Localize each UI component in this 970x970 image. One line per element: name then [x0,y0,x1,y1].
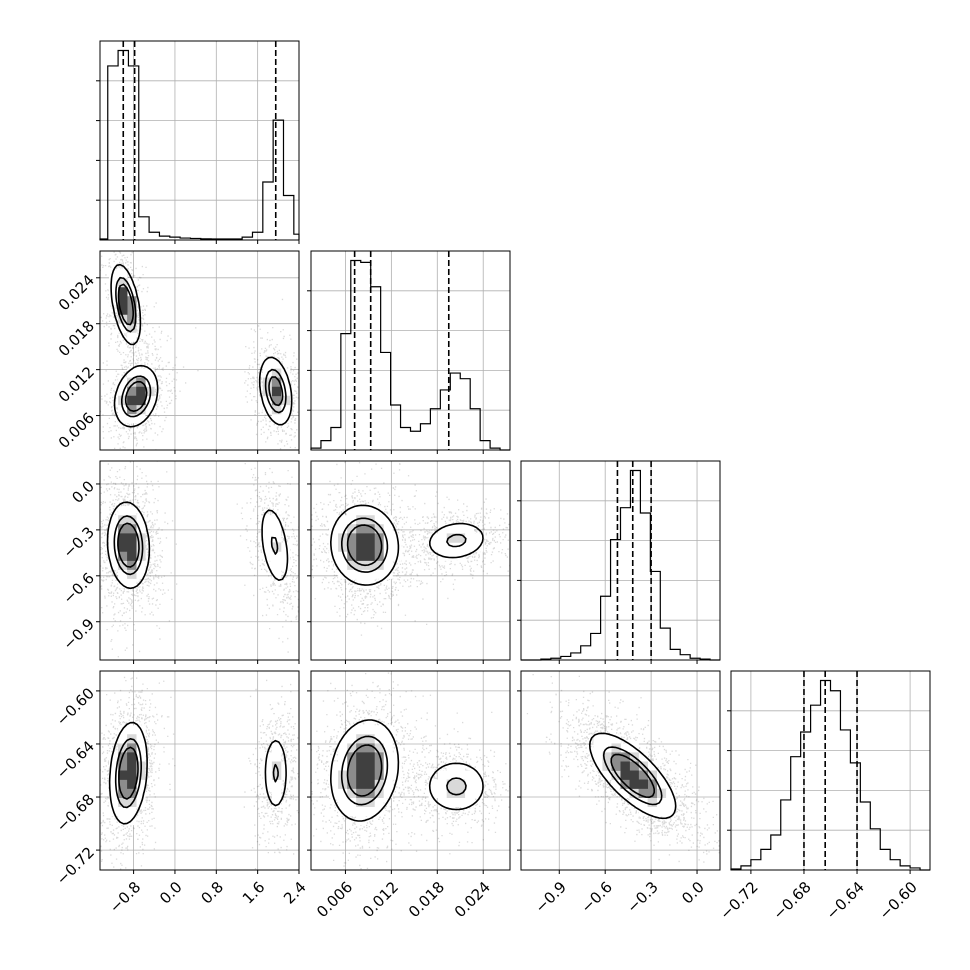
histogram-background [731,671,930,870]
axes-frame [520,460,721,661]
histogram-panel-3 [727,670,931,871]
contour-line [106,501,289,590]
panel-content [311,461,510,660]
panel-content [521,671,720,870]
axes-frame [99,460,300,661]
density-fill [356,533,375,561]
x-tick-label: 2.4 [280,878,310,908]
y-tick-label: −0.9 [60,615,98,653]
density-fill [118,524,137,570]
y-tick-label: −0.6 [60,569,98,607]
axes-frame [99,670,300,871]
panel-content [311,671,510,870]
x-tick-label: −0.6 [577,878,615,916]
histogram-step [99,49,300,240]
contour-line [113,515,279,576]
contour-line [330,504,484,586]
panel-content [100,251,299,450]
x-tick-label: −0.64 [823,878,868,923]
scatter-points [311,461,510,636]
x-tick-label: −0.60 [876,878,921,923]
contour-line [346,744,383,797]
y-tick-label: 0.012 [55,363,98,406]
contour-line [108,721,287,825]
contour-line [341,517,467,573]
x-tick-label: −0.3 [623,878,661,916]
density-fill [118,752,137,789]
x-tick-label: −0.9 [532,878,570,916]
contour-line [340,735,467,806]
scatter-panel-1-3 [307,670,511,874]
y-tick-label: −0.60 [53,684,98,729]
density-fill [109,269,291,424]
histogram-step [521,469,720,661]
x-tick-label: 0.8 [197,878,227,908]
histogram-panel-2 [517,460,721,661]
density-fill [593,734,676,817]
x-tick-label: 0.0 [678,878,708,908]
histogram-step [730,679,930,871]
contour-line [602,746,663,806]
histogram-panel-0 [96,40,300,241]
scatter-panel-0-3 [96,670,300,874]
density-fill [109,506,291,588]
x-tick-label: 0.006 [313,878,356,921]
diagonal-xticks-3 [750,870,911,874]
contour-line [589,732,677,820]
contour-line [330,719,484,822]
density-fill [338,515,466,570]
y-tick-label: 0.006 [55,409,98,452]
scatter-panel-1-2 [307,460,511,664]
x-tick-label: 0.012 [359,878,402,921]
contour-line [346,524,383,567]
contour-line [117,522,140,568]
axes-frame [520,670,721,871]
contour-line [110,263,293,428]
panel-content [100,671,299,870]
density-fill [329,716,484,826]
y-tick-label: −0.64 [53,737,98,782]
histogram-panel-1 [307,250,511,451]
x-tick-label: −0.68 [769,878,814,923]
contour-line [114,738,279,809]
scatter-points [100,671,299,870]
density-fill [118,533,137,561]
axes-frame [99,40,300,241]
axes-frame [310,670,511,871]
histogram-background [311,251,510,450]
y-tick-label: −0.72 [53,843,98,888]
x-tick-label: 0.024 [451,878,494,921]
y-tick-label: 0.024 [55,271,98,314]
y-tick-label: 0.0 [68,477,98,507]
contour-line [118,746,139,800]
scatter-panel-2-3 [517,670,721,874]
histogram-background [521,461,720,660]
diagonal-xticks-2 [558,660,698,664]
contour-line [117,283,284,412]
x-tick-label: 0.0 [156,878,186,908]
axes-frame [99,250,300,451]
x-tick-label: −0.8 [106,878,144,916]
x-tick-label: 0.018 [405,878,448,921]
contour-line [610,753,655,798]
contour-line [115,276,287,418]
diagonal-xticks-1 [344,450,484,454]
axes-frame [310,250,511,451]
axes-frame [730,670,931,871]
y-tick-label: −0.68 [53,790,98,835]
diagonal-xticks-0 [133,240,300,244]
panel-content [100,461,299,660]
histogram-step [310,259,510,451]
scatter-panel-0-2 [96,460,300,664]
y-tick-label: −0.3 [60,523,98,561]
x-tick-label: −0.72 [716,878,761,923]
axes-frame [310,460,511,661]
density-fill [356,752,375,789]
histogram-background [100,41,299,240]
x-tick-label: 1.6 [239,878,269,908]
density-fill [620,761,648,789]
scatter-panel-0-1 [96,250,300,454]
y-tick-label: 0.018 [55,317,98,360]
